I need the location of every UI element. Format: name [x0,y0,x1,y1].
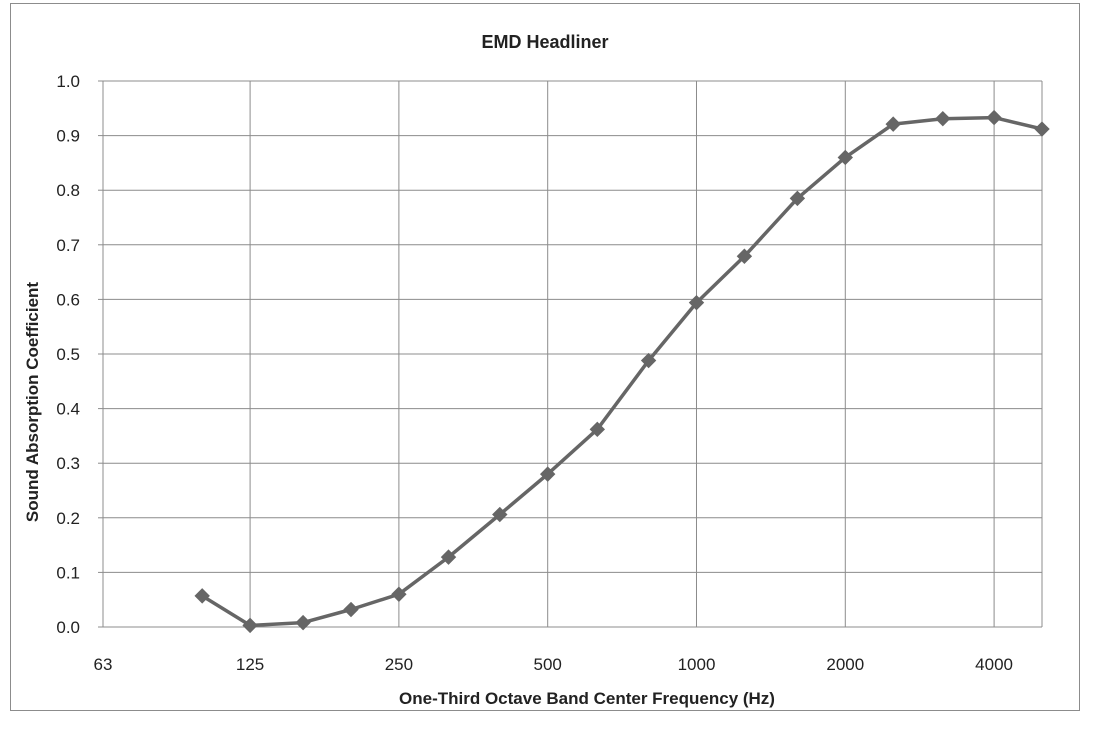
data-point-marker [343,601,359,618]
chart-title: EMD Headliner [481,32,608,52]
y-tick-label: 0.5 [56,345,80,364]
y-tick-label: 0.2 [56,509,80,528]
data-point-marker [885,116,901,132]
data-point-marker [492,506,508,523]
data-point-marker [986,109,1002,126]
data-point-marker [295,614,311,631]
series-layer [194,109,1050,634]
x-tick-label: 125 [236,655,264,674]
data-point-marker [539,466,556,482]
data-point-marker [194,588,210,604]
y-tick-label: 0.0 [56,618,80,637]
x-tick-label: 500 [534,655,562,674]
data-point-marker [935,110,951,127]
x-tick-label: 250 [385,655,413,674]
x-tick-label: 63 [94,655,113,674]
y-tick-label: 0.7 [56,236,80,255]
data-point-marker [837,149,854,166]
x-tick-label: 4000 [975,655,1013,674]
data-point-marker [440,549,457,565]
data-point-marker [640,352,657,369]
y-axis-title: Sound Absorption Coefficient [23,282,42,523]
data-point-marker [1034,121,1050,137]
y-tick-label: 1.0 [56,72,80,91]
grid-layer [98,80,1043,628]
data-point-marker [736,248,753,264]
y-tick-label: 0.4 [56,400,80,419]
data-point-marker [688,294,705,311]
y-tick-label: 0.3 [56,454,80,473]
series-line [201,115,1043,628]
chart-frame [10,3,1080,711]
data-point-marker [589,421,606,438]
data-point-marker [242,617,258,634]
data-point-marker [391,586,407,602]
data-point-marker [789,190,806,207]
x-tick-labels: 63 125 250 500 1000 2000 4000 [94,655,1013,674]
x-tick-label: 2000 [826,655,864,674]
x-tick-label: 1000 [678,655,716,674]
y-tick-label: 0.9 [56,127,80,146]
y-tick-labels: 0.0 0.1 0.2 0.3 0.4 0.5 0.6 0.7 0.8 0.9 1.0 [56,72,80,637]
x-axis-title: One-Third Octave Band Center Frequency (… [399,689,775,708]
y-tick-label: 0.6 [56,290,80,309]
y-tick-label: 0.8 [56,181,80,200]
y-tick-label: 0.1 [56,563,80,582]
